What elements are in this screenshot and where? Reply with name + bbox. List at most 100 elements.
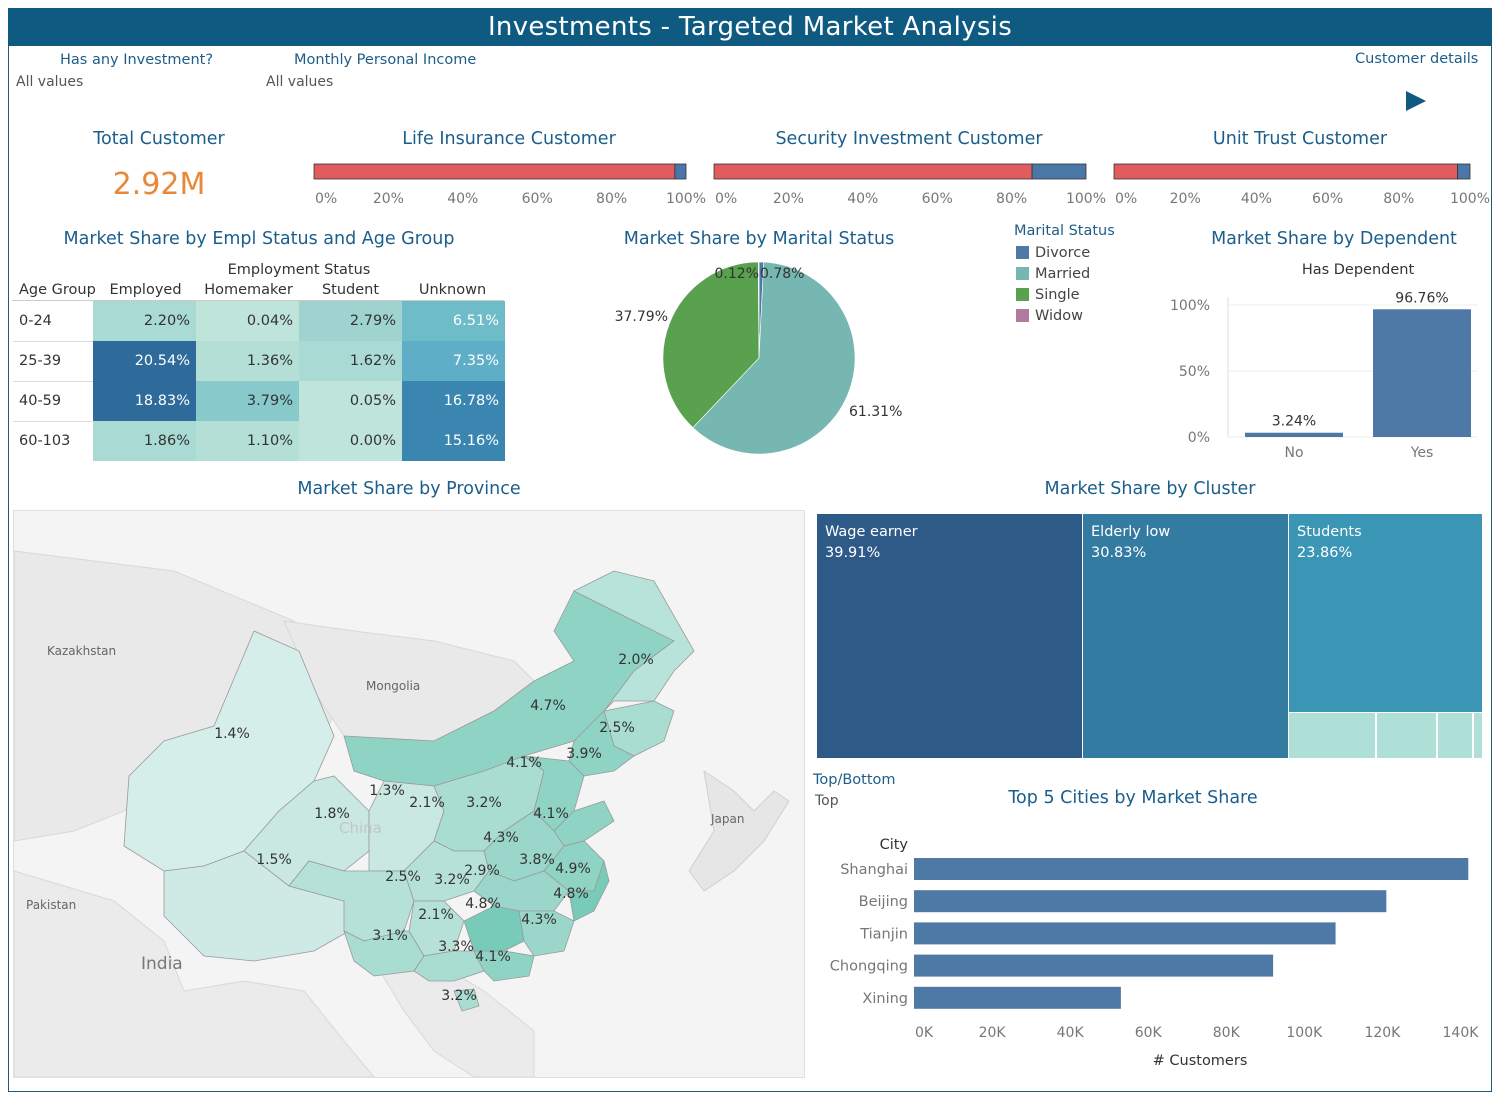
- empl-heatmap-table: 0-24 2.20% 0.04% 2.79% 6.51% 25-39 20.54% 1.36%…: [13, 301, 505, 461]
- y-axis-title: City: [880, 837, 909, 853]
- security-investment-title: Security Investment Customer: [775, 129, 1043, 149]
- filter-income-value[interactable]: All values: [266, 74, 334, 90]
- play-icon[interactable]: [1406, 91, 1426, 111]
- treemap-tile[interactable]: Students 23.86%: [1289, 514, 1482, 712]
- heatmap-cell: 3.79%: [196, 381, 299, 421]
- tick-label: 60%: [522, 191, 553, 207]
- legend-item[interactable]: Widow: [1016, 305, 1090, 326]
- tick-label: 80%: [1383, 191, 1414, 207]
- x-axis-title: # Customers: [1153, 1053, 1248, 1069]
- marital-pie-title: Market Share by Marital Status: [623, 229, 895, 249]
- city-bar: [914, 858, 1469, 880]
- stacked-bar-no: [1113, 163, 1458, 180]
- dependent-title: Market Share by Dependent: [1211, 229, 1457, 249]
- marital-legend: Divorce Married Single Widow: [1016, 242, 1090, 326]
- province-value-label: 3.9%: [566, 746, 602, 762]
- x-tick-label: 20K: [979, 1025, 1007, 1041]
- province-value-label: 3.2%: [466, 795, 502, 811]
- heatmap-cell: 0.05%: [299, 381, 402, 421]
- tick-label: 100%: [666, 191, 706, 207]
- guangdong-shape: [473, 950, 535, 982]
- unit-trust-chart: 0% 20% 40% 60% 80% 100%: [1113, 163, 1490, 207]
- tick-label: 60%: [1312, 191, 1343, 207]
- treemap-tile-name: Wage earner: [825, 524, 918, 540]
- province-value-label: 2.1%: [409, 795, 445, 811]
- bar-value-label: 96.76%: [1395, 290, 1448, 306]
- heatmap-cell: 2.20%: [93, 301, 196, 341]
- pie-label: 37.79%: [615, 309, 668, 325]
- x-tick-label: 100K: [1286, 1025, 1323, 1041]
- cities-title: Top 5 Cities by Market Share: [1008, 788, 1258, 808]
- province-value-label: 3.2%: [441, 988, 477, 1004]
- bar-value-label: 3.24%: [1272, 414, 1316, 430]
- total-customer-title: Total Customer: [93, 129, 225, 149]
- cluster-treemap-title: Market Share by Cluster: [1044, 479, 1256, 499]
- dependent-bar: [1373, 309, 1471, 437]
- cities-chart: City Shanghai Beijing Tianjin Chongqing Xinin…: [830, 837, 1480, 1069]
- marital-legend-title: Marital Status: [1014, 223, 1115, 239]
- map-label: Mongolia: [366, 679, 420, 693]
- customer-details-label: Customer details: [1355, 51, 1479, 67]
- map-label: Pakistan: [26, 898, 76, 912]
- pie-label: 0.78%: [760, 266, 804, 282]
- province-value-label: 1.3%: [369, 783, 405, 799]
- legend-swatch: [1016, 267, 1029, 280]
- pie-slice: [662, 261, 760, 429]
- heatmap-cell: 18.83%: [93, 381, 196, 421]
- heatmap-cell: 15.16%: [402, 421, 505, 461]
- province-map[interactable]: Kazakhstan Mongolia China Japan Pakistan…: [13, 510, 805, 1078]
- heatmap-cell: 7.35%: [402, 341, 505, 381]
- legend-label: Widow: [1035, 307, 1083, 324]
- hainan-shape: [453, 988, 480, 1012]
- tick-label: 40%: [447, 191, 478, 207]
- filter-investment-value[interactable]: All values: [16, 74, 84, 90]
- province-value-label: 4.3%: [521, 912, 557, 928]
- treemap-tile-value: 23.86%: [1297, 545, 1353, 561]
- tick-label: 60%: [922, 191, 953, 207]
- treemap-tile[interactable]: Wage earner 39.91%: [817, 514, 1082, 758]
- tick-label: 20%: [1170, 191, 1201, 207]
- treemap-small-tile[interactable]: [1474, 713, 1482, 758]
- legend-item[interactable]: Single: [1016, 284, 1090, 305]
- x-tick-label: 140K: [1443, 1025, 1480, 1041]
- province-map-title: Market Share by Province: [297, 479, 521, 499]
- treemap-small-tile[interactable]: [1438, 713, 1472, 758]
- security-investment-chart: 0% 20% 40% 60% 80% 100%: [713, 163, 1106, 207]
- treemap-tile[interactable]: Elderly low 30.83%: [1083, 514, 1288, 758]
- heatmap-cell: 16.78%: [402, 381, 505, 421]
- heatmap-cell: 2.79%: [299, 301, 402, 341]
- stacked-bar-yes: [674, 163, 687, 180]
- header-divider: [12, 300, 504, 301]
- topbottom-filter-value[interactable]: Top: [815, 793, 839, 809]
- treemap-small-tile[interactable]: [1289, 713, 1375, 758]
- filter-income-title: Monthly Personal Income: [294, 52, 477, 68]
- treemap-small-tile[interactable]: [1377, 713, 1436, 758]
- col-header: Unknown: [418, 282, 487, 298]
- jiangxi-fujian-shape: [518, 910, 575, 957]
- age-group-header: Age Group: [19, 282, 96, 298]
- tick-label: 0%: [1115, 191, 1137, 207]
- stacked-bar-no: [713, 163, 1033, 180]
- stacked-bar-yes: [1457, 163, 1471, 180]
- treemap-tile-value: 30.83%: [1091, 545, 1147, 561]
- legend-item[interactable]: Married: [1016, 263, 1090, 284]
- dashboard-title: Investments - Targeted Market Analysis: [8, 8, 1492, 46]
- x-tick-label: 0K: [915, 1025, 934, 1041]
- province-value-label: 4.3%: [483, 830, 519, 846]
- col-header: Homemaker: [204, 282, 293, 298]
- legend-label: Married: [1035, 265, 1091, 282]
- city-label: Beijing: [859, 894, 908, 910]
- map-label: Kazakhstan: [47, 644, 116, 658]
- dependent-bar: [1245, 432, 1343, 437]
- treemap-tile-name: Elderly low: [1091, 524, 1171, 540]
- marital-pie-chart: 0.78% 61.31% 37.79% 0.12%: [615, 261, 902, 455]
- tick-label: 100%: [1066, 191, 1106, 207]
- col-header: Employed: [109, 282, 182, 298]
- pie-slice: [757, 261, 760, 359]
- row-label: 0-24: [19, 312, 52, 329]
- province-value-label: 2.9%: [464, 863, 500, 879]
- map-label: Japan: [710, 812, 744, 826]
- tick-label: 40%: [847, 191, 878, 207]
- province-value-label: 3.3%: [438, 939, 474, 955]
- legend-item[interactable]: Divorce: [1016, 242, 1090, 263]
